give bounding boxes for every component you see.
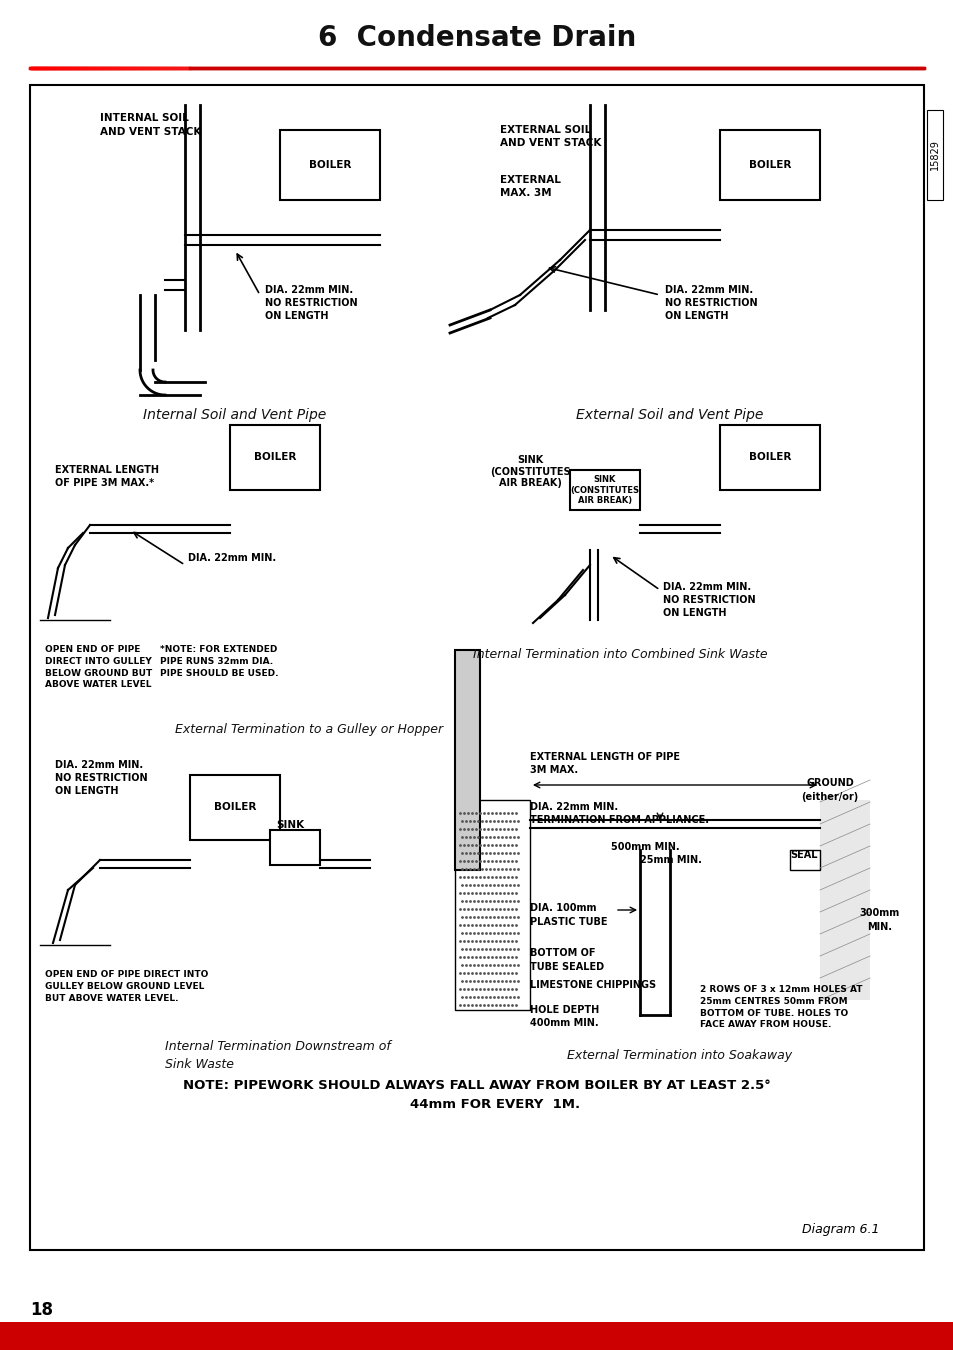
Bar [455, 801, 530, 1010]
Text: 18: 18 [30, 1301, 53, 1319]
Text: DIA. 22mm MIN.
NO RESTRICTION
ON LENGTH: DIA. 22mm MIN. NO RESTRICTION ON LENGTH [55, 760, 148, 796]
Text: 300mm
MIN.: 300mm MIN. [859, 909, 900, 931]
Text: External Termination into Soakaway: External Termination into Soakaway [567, 1049, 792, 1061]
Text: 6  Condensate Drain: 6 Condensate Drain [317, 24, 636, 53]
Bar [926, 109, 942, 200]
Bar [720, 425, 820, 490]
Text: 25mm MIN.: 25mm MIN. [639, 855, 701, 865]
Text: SINK
(CONSTITUTES
AIR BREAK): SINK (CONSTITUTES AIR BREAK) [489, 455, 570, 489]
Bar [569, 470, 639, 510]
Text: DIA. 100mm
PLASTIC TUBE: DIA. 100mm PLASTIC TUBE [530, 903, 607, 926]
Text: BOILER: BOILER [253, 452, 295, 462]
Text: GROUND
(either/or): GROUND (either/or) [801, 779, 858, 802]
Bar [0, 1322, 953, 1350]
Text: OPEN END OF PIPE DIRECT INTO
GULLEY BELOW GROUND LEVEL
BUT ABOVE WATER LEVEL.: OPEN END OF PIPE DIRECT INTO GULLEY BELO… [45, 971, 208, 1003]
Bar [270, 830, 319, 865]
Text: BOILER: BOILER [213, 802, 256, 811]
Text: Internal Soil and Vent Pipe: Internal Soil and Vent Pipe [143, 408, 326, 423]
Text: 15829: 15829 [929, 139, 939, 170]
Text: External Termination to a Gulley or Hopper: External Termination to a Gulley or Hopp… [174, 724, 442, 737]
Text: DIA. 22mm MIN.
NO RESTRICTION
ON LENGTH: DIA. 22mm MIN. NO RESTRICTION ON LENGTH [265, 285, 357, 321]
Text: DIA. 22mm MIN.
NO RESTRICTION
ON LENGTH: DIA. 22mm MIN. NO RESTRICTION ON LENGTH [662, 582, 755, 618]
Text: BOILER: BOILER [309, 161, 351, 170]
Text: BOILER: BOILER [748, 452, 790, 462]
Text: EXTERNAL LENGTH
OF PIPE 3M MAX.*: EXTERNAL LENGTH OF PIPE 3M MAX.* [55, 464, 159, 489]
Text: HOLE DEPTH
400mm MIN.: HOLE DEPTH 400mm MIN. [530, 1004, 598, 1029]
Bar [30, 85, 923, 1250]
Text: BOTTOM OF
TUBE SEALED: BOTTOM OF TUBE SEALED [530, 949, 603, 972]
Text: LIMESTONE CHIPPINGS: LIMESTONE CHIPPINGS [530, 980, 656, 990]
Bar [720, 130, 820, 200]
Bar [230, 425, 319, 490]
Text: EXTERNAL LENGTH OF PIPE
3M MAX.: EXTERNAL LENGTH OF PIPE 3M MAX. [530, 752, 679, 775]
Text: DIA. 22mm MIN.: DIA. 22mm MIN. [188, 554, 275, 563]
Text: 2 ROWS OF 3 x 12mm HOLES AT
25mm CENTRES 50mm FROM
BOTTOM OF TUBE. HOLES TO
FACE: 2 ROWS OF 3 x 12mm HOLES AT 25mm CENTRES… [700, 986, 862, 1030]
Bar [455, 649, 479, 869]
Bar [190, 775, 280, 840]
Text: SEAL: SEAL [789, 850, 817, 860]
Text: SINK
(CONSTITUTES
AIR BREAK): SINK (CONSTITUTES AIR BREAK) [570, 475, 639, 505]
Text: External Soil and Vent Pipe: External Soil and Vent Pipe [576, 408, 763, 423]
Text: DIA. 22mm MIN.
TERMINATION FROM APPLIANCE.: DIA. 22mm MIN. TERMINATION FROM APPLIANC… [530, 802, 708, 825]
Text: OPEN END OF PIPE
DIRECT INTO GULLEY
BELOW GROUND BUT
ABOVE WATER LEVEL: OPEN END OF PIPE DIRECT INTO GULLEY BELO… [45, 645, 152, 690]
Bar [820, 801, 869, 1000]
Bar [789, 850, 820, 869]
Text: *NOTE: FOR EXTENDED
PIPE RUNS 32mm DIA.
PIPE SHOULD BE USED.: *NOTE: FOR EXTENDED PIPE RUNS 32mm DIA. … [160, 645, 278, 678]
Text: SINK: SINK [275, 819, 304, 830]
Text: 500mm MIN.: 500mm MIN. [610, 842, 679, 852]
Text: INTERNAL SOIL
AND VENT STACK: INTERNAL SOIL AND VENT STACK [100, 113, 201, 136]
Text: Diagram 6.1: Diagram 6.1 [801, 1223, 879, 1237]
Text: NOTE: PIPEWORK SHOULD ALWAYS FALL AWAY FROM BOILER BY AT LEAST 2.5°
        44mm: NOTE: PIPEWORK SHOULD ALWAYS FALL AWAY F… [183, 1079, 770, 1111]
Text: EXTERNAL
MAX. 3M: EXTERNAL MAX. 3M [499, 176, 560, 198]
Text: Internal Termination Downstream of
Sink Waste: Internal Termination Downstream of Sink … [165, 1040, 391, 1071]
Bar [280, 130, 379, 200]
Text: BOILER: BOILER [748, 161, 790, 170]
Text: Internal Termination into Combined Sink Waste: Internal Termination into Combined Sink … [472, 648, 766, 662]
Text: EXTERNAL SOIL
AND VENT STACK: EXTERNAL SOIL AND VENT STACK [499, 126, 600, 148]
Text: DIA. 22mm MIN.
NO RESTRICTION
ON LENGTH: DIA. 22mm MIN. NO RESTRICTION ON LENGTH [664, 285, 757, 321]
